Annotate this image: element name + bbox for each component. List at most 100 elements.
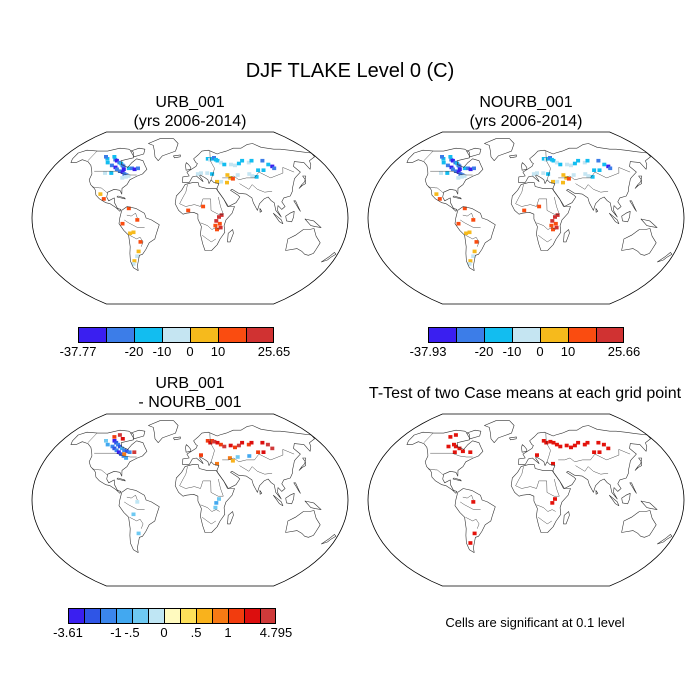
lake-cell [104, 439, 108, 443]
lake-cell [446, 444, 451, 449]
country-border [430, 453, 473, 458]
lake-cell [551, 158, 556, 163]
coastline-greenland [484, 138, 515, 161]
lake-cell [120, 176, 125, 180]
lake-cell [555, 213, 560, 217]
lake-cell [554, 225, 559, 230]
lake-cell [468, 259, 473, 263]
panel-3-title-line1: URB_001 [155, 375, 225, 392]
lake-cell [199, 453, 203, 457]
lake-cell [218, 160, 223, 165]
lake-cell [213, 223, 218, 228]
coastlines [406, 420, 673, 553]
lake-cell [606, 446, 611, 451]
lake-cell [571, 173, 576, 177]
lake-cell [114, 167, 119, 172]
colorbar-swatch [218, 327, 247, 343]
main-title: DJF TLAKE Level 0 (C) [245, 60, 455, 82]
panel-1-title-line1: URB_001 [155, 94, 225, 111]
lake-cell [205, 157, 210, 161]
lake-cell [448, 435, 453, 439]
lake-cell [564, 176, 569, 180]
lake-cell [608, 166, 613, 171]
colorbar-swatch [162, 327, 191, 343]
lake-cell [457, 164, 462, 169]
lake-cell [554, 160, 559, 165]
lake-cell [468, 541, 473, 545]
lake-cell [215, 179, 219, 184]
lake-cell [135, 218, 140, 222]
coastline-japan [298, 457, 307, 471]
lake-cell [558, 444, 563, 449]
panel-2-title-line1: NOURB_001 [479, 94, 573, 111]
lake-cell [215, 440, 220, 445]
lake-cell [553, 497, 557, 501]
lake-cell [592, 450, 597, 454]
lake-cell [597, 168, 602, 172]
coastline-japan [298, 175, 307, 189]
lake-cell [217, 215, 221, 219]
colorbar-swatch [512, 327, 541, 343]
lake-cell [565, 162, 569, 167]
lake-cell [215, 227, 219, 232]
panel-4-title: T-Test of two Case means at each grid po… [368, 385, 682, 402]
country-border [575, 465, 609, 475]
country-border [537, 517, 552, 525]
coastline-australia [621, 510, 657, 538]
lake-cell [124, 173, 129, 177]
coastline-africa [174, 182, 235, 251]
coastline-britain [521, 162, 528, 171]
lake-cell [555, 179, 560, 184]
country-border [536, 504, 556, 512]
colorbar-tick-label: -10 [152, 344, 172, 359]
colorbar-tick-label: 10 [210, 344, 226, 359]
lake-cell [606, 164, 611, 169]
lake-cell [112, 435, 117, 439]
map-nourb [367, 131, 685, 305]
lake-cell [117, 444, 122, 449]
lake-cell [452, 442, 456, 447]
country-border [515, 466, 560, 497]
lake-cell [596, 440, 601, 445]
lake-cell [440, 155, 444, 159]
lake-cell [541, 171, 546, 175]
colorbar-swatch [190, 327, 219, 343]
coastline-cuba [452, 195, 462, 200]
coastline-newGuinea [304, 500, 322, 510]
lake-cell [240, 158, 245, 163]
lake-cell [465, 166, 470, 171]
lake-cell [585, 158, 590, 163]
lake-cell [564, 443, 569, 448]
country-border [462, 494, 474, 501]
lake-cell [561, 180, 565, 185]
lake-cell [131, 512, 136, 517]
map-background [32, 414, 348, 586]
coastline-borneo [621, 211, 631, 223]
coastline-baffin [466, 147, 482, 158]
lake-cell [471, 254, 476, 258]
lake-cell [249, 158, 254, 163]
coastline-africa [174, 464, 235, 533]
lake-cell [260, 158, 265, 163]
coastline-philippines [293, 200, 301, 212]
lake-cell [109, 171, 114, 175]
lake-cell [105, 160, 110, 165]
lake-cell [112, 439, 117, 443]
lake-cell [214, 501, 219, 505]
colorbar-tick-label: -20 [474, 344, 494, 359]
lake-cell [131, 262, 136, 266]
lake-cell [233, 445, 237, 450]
lake-cell [186, 208, 191, 213]
lake-cell [109, 163, 114, 168]
lake-cell [229, 162, 233, 167]
country-border [558, 167, 631, 181]
lake-cell [537, 204, 542, 209]
lake-cell [247, 172, 252, 176]
lake-cell [561, 173, 566, 177]
lake-cell [112, 155, 117, 159]
coastline-baffin [130, 147, 146, 158]
coastline-borneo [621, 493, 631, 505]
lake-cell [222, 162, 227, 167]
coastline-eurasia [518, 425, 651, 500]
lake-cell [246, 442, 251, 447]
